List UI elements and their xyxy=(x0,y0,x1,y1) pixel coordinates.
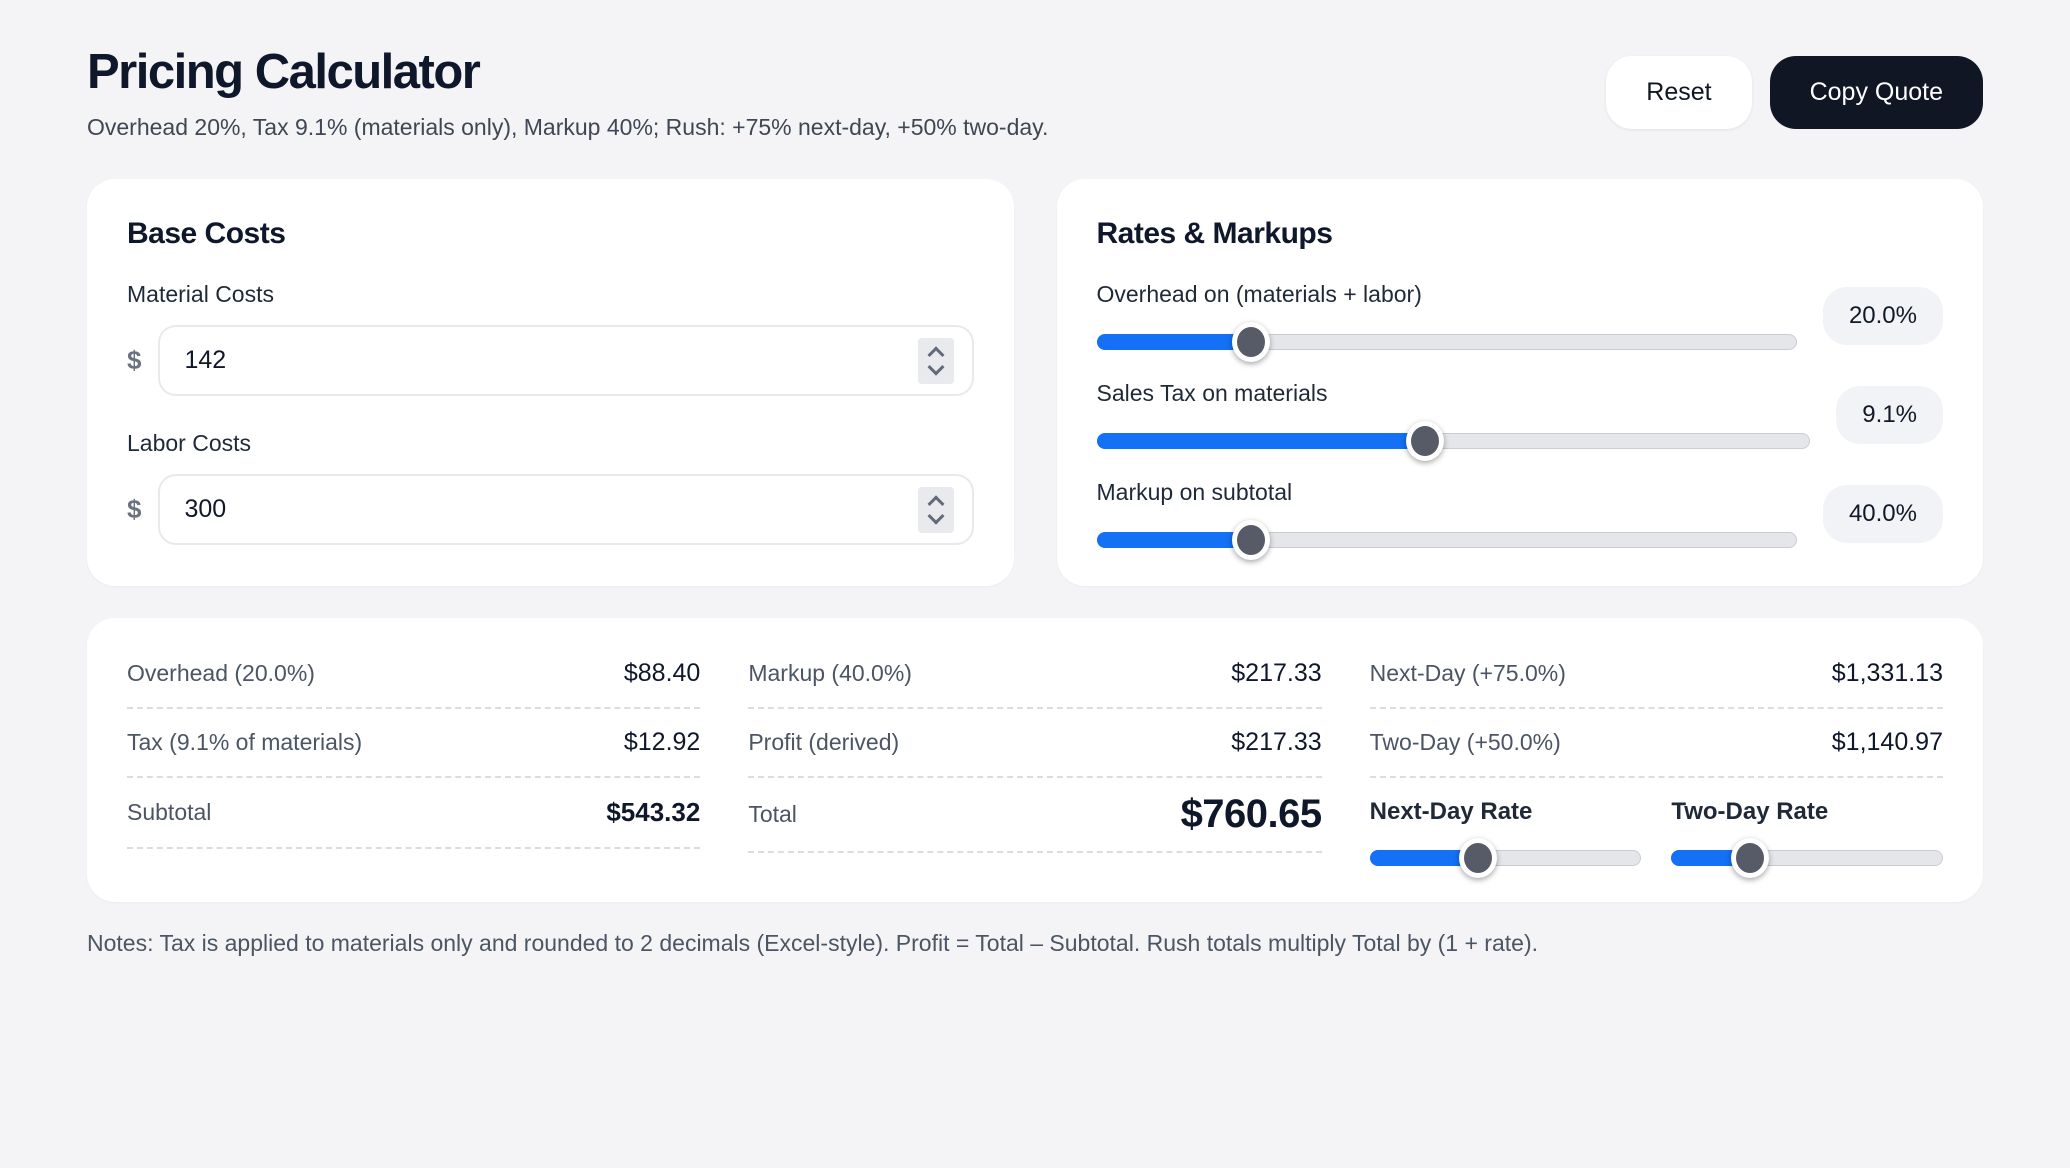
header-actions: Reset Copy Quote xyxy=(1606,56,1983,129)
summary-value: $88.40 xyxy=(623,659,701,687)
next-day-rate-label: Next-Day Rate xyxy=(1369,798,1533,825)
labor-costs-row: $ xyxy=(127,474,974,545)
stepper-down-icon[interactable] xyxy=(927,507,944,525)
summary-value: $217.33 xyxy=(1231,659,1322,687)
material-costs-field: Material Costs $ xyxy=(127,281,974,396)
slider-thumb[interactable] xyxy=(1231,322,1270,362)
summary-column-1: Overhead (20.0%) $88.40 Tax (9.1% of mat… xyxy=(127,640,701,866)
summary-value: $12.92 xyxy=(623,728,701,756)
summary-label: Subtotal xyxy=(127,799,212,825)
slider-fill xyxy=(1369,850,1479,866)
reset-button[interactable]: Reset xyxy=(1606,56,1752,129)
stepper-down-icon[interactable] xyxy=(927,358,944,376)
material-costs-label: Material Costs xyxy=(127,281,274,307)
summary-row-overhead: Overhead (20.0%) $88.40 xyxy=(127,640,701,709)
summary-label: Overhead (20.0%) xyxy=(127,660,315,686)
labor-costs-stepper[interactable] xyxy=(917,486,954,533)
rush-rate-sliders: Next-Day Rate Two-Day Rate xyxy=(1369,778,1943,878)
material-costs-row: $ xyxy=(127,325,974,396)
overhead-rate-slider[interactable] xyxy=(1096,322,1797,362)
summary-grid: Overhead (20.0%) $88.40 Tax (9.1% of mat… xyxy=(127,640,1943,878)
slider-fill xyxy=(1096,334,1251,350)
summary-label: Two-Day (+50.0%) xyxy=(1369,729,1561,755)
labor-costs-input[interactable] xyxy=(158,474,974,545)
material-costs-stepper[interactable] xyxy=(917,337,954,384)
summary-value: $217.33 xyxy=(1231,728,1322,756)
summary-value: $543.32 xyxy=(606,797,701,827)
slider-fill xyxy=(1096,532,1251,548)
copy-quote-button[interactable]: Copy Quote xyxy=(1769,56,1983,129)
sales-tax-value-badge: 9.1% xyxy=(1836,385,1943,444)
summary-row-profit: Profit (derived) $217.33 xyxy=(748,709,1322,778)
rates-markups-card: Rates & Markups Overhead on (materials +… xyxy=(1056,179,1983,586)
summary-row-total: Total $760.65 xyxy=(748,778,1323,853)
next-day-rate-group: Next-Day Rate xyxy=(1369,798,1642,878)
summary-label: Markup (40.0%) xyxy=(748,660,912,686)
summary-row-next-day: Next-Day (+75.0%) $1,331.13 xyxy=(1369,640,1943,709)
markup-value-badge: 40.0% xyxy=(1822,484,1943,543)
dollar-sign: $ xyxy=(127,345,142,375)
summary-label: Tax (9.1% of materials) xyxy=(127,729,363,755)
summary-total-value: $760.65 xyxy=(1180,792,1323,836)
overhead-slider-left: Overhead on (materials + labor) xyxy=(1096,281,1797,362)
sales-tax-rate-slider[interactable] xyxy=(1096,421,1811,461)
markup-slider-group: Markup on subtotal 40.0% xyxy=(1096,479,1943,560)
summary-row-tax: Tax (9.1% of materials) $12.92 xyxy=(127,709,701,778)
slider-thumb[interactable] xyxy=(1459,838,1498,878)
labor-costs-input-wrap xyxy=(158,474,974,545)
header: Pricing Calculator Overhead 20%, Tax 9.1… xyxy=(87,44,1983,141)
sales-tax-slider-group: Sales Tax on materials 9.1% xyxy=(1096,380,1943,461)
rates-markups-heading: Rates & Markups xyxy=(1096,217,1333,250)
slider-thumb[interactable] xyxy=(1405,421,1444,461)
material-costs-input-wrap xyxy=(158,325,974,396)
summary-label: Next-Day (+75.0%) xyxy=(1369,660,1566,686)
summary-row-subtotal: Subtotal $543.32 xyxy=(127,778,701,849)
summary-card: Overhead (20.0%) $88.40 Tax (9.1% of mat… xyxy=(87,618,1983,902)
markup-slider-left: Markup on subtotal xyxy=(1096,479,1797,560)
sales-tax-slider-left: Sales Tax on materials xyxy=(1096,380,1811,461)
header-text: Pricing Calculator Overhead 20%, Tax 9.1… xyxy=(87,44,1048,141)
dollar-sign: $ xyxy=(127,494,142,524)
page-subtitle: Overhead 20%, Tax 9.1% (materials only),… xyxy=(87,114,1049,140)
summary-row-markup: Markup (40.0%) $217.33 xyxy=(748,640,1322,709)
next-day-rate-slider[interactable] xyxy=(1369,838,1642,878)
summary-column-2: Markup (40.0%) $217.33 Profit (derived) … xyxy=(748,640,1323,866)
sales-tax-slider-label: Sales Tax on materials xyxy=(1096,380,1328,406)
footer-notes: Notes: Tax is applied to materials only … xyxy=(87,930,1538,956)
summary-value: $1,140.97 xyxy=(1831,728,1943,756)
overhead-slider-group: Overhead on (materials + labor) 20.0% xyxy=(1096,281,1943,362)
slider-thumb[interactable] xyxy=(1731,838,1770,878)
summary-label: Profit (derived) xyxy=(748,729,900,755)
summary-row-two-day: Two-Day (+50.0%) $1,140.97 xyxy=(1369,709,1943,778)
base-costs-card: Base Costs Material Costs $ Labor Costs xyxy=(87,179,1014,586)
base-costs-heading: Base Costs xyxy=(127,217,286,250)
labor-costs-field: Labor Costs $ xyxy=(127,430,974,545)
cards-row: Base Costs Material Costs $ Labor Costs xyxy=(87,179,1983,586)
two-day-rate-group: Two-Day Rate xyxy=(1671,798,1943,878)
markup-slider-label: Markup on subtotal xyxy=(1096,479,1293,505)
page-title: Pricing Calculator xyxy=(87,45,481,99)
summary-value: $1,331.13 xyxy=(1831,659,1943,687)
slider-fill xyxy=(1096,433,1425,449)
slider-thumb[interactable] xyxy=(1231,520,1270,560)
slider-fill xyxy=(1671,850,1751,866)
overhead-value-badge: 20.0% xyxy=(1822,286,1943,345)
two-day-rate-label: Two-Day Rate xyxy=(1671,798,1829,825)
two-day-rate-slider[interactable] xyxy=(1671,838,1943,878)
summary-column-3: Next-Day (+75.0%) $1,331.13 Two-Day (+50… xyxy=(1369,640,1943,878)
overhead-slider-label: Overhead on (materials + labor) xyxy=(1096,281,1422,307)
summary-label: Total xyxy=(748,801,797,827)
markup-rate-slider[interactable] xyxy=(1096,520,1797,560)
material-costs-input[interactable] xyxy=(158,325,974,396)
labor-costs-label: Labor Costs xyxy=(127,430,252,456)
